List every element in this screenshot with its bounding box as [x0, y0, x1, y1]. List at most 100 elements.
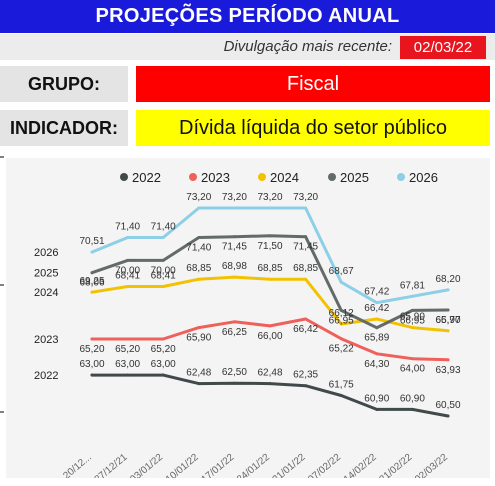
data-point-2023-8	[375, 352, 379, 356]
data-label-2026-2: 71,40	[151, 221, 176, 232]
chart-panel: 2022 2023 2024 2025 2026 63,00 63,00 63,00 62,48…	[6, 158, 490, 485]
data-point-2026-3	[197, 206, 201, 210]
line-chart: 2022 2023 2024 2025 2026 63,00 63,00 63,00 62,48…	[34, 170, 461, 485]
legend-marker-2026	[397, 173, 405, 181]
data-point-2026-10	[446, 288, 450, 292]
data-label-2024-4: 68,98	[222, 261, 247, 272]
data-point-2025-1	[126, 258, 130, 262]
data-point-2025-4	[232, 235, 236, 239]
data-point-2022-4	[232, 381, 236, 385]
series-year-label-2025: 2025	[34, 268, 58, 280]
data-label-2024-6: 68,85	[293, 263, 318, 274]
data-label-2022-4: 62,50	[222, 367, 247, 378]
data-point-2023-6	[304, 317, 308, 321]
legend-marker-2022	[120, 173, 128, 181]
series-line-2026	[90, 206, 450, 305]
x-tick-label-1: 27/12/21	[93, 452, 130, 478]
data-point-2024-8	[375, 317, 379, 321]
data-point-2022-1	[126, 373, 130, 377]
data-label-2025-9: 66,95	[400, 315, 425, 326]
data-label-2022-8: 60,90	[364, 393, 389, 404]
indicator-label: INDICADOR:	[0, 110, 128, 146]
data-point-2026-4	[232, 206, 236, 210]
data-point-2022-5	[268, 382, 272, 386]
data-label-2022-0: 63,00	[79, 359, 104, 370]
data-label-2026-7: 68,67	[329, 266, 354, 277]
data-label-2024-1: 68,41	[115, 270, 140, 281]
data-point-2023-3	[197, 326, 201, 330]
data-point-2025-2	[161, 258, 165, 262]
data-point-2022-0	[90, 373, 94, 377]
legend-label-2024: 2024	[270, 170, 299, 185]
group-value[interactable]: Fiscal	[136, 66, 490, 102]
data-label-2026-0: 70,51	[79, 236, 104, 247]
data-label-2024-3: 68,85	[186, 263, 211, 274]
data-point-2026-8	[375, 301, 379, 305]
x-tick-label-9: 21/02/22	[377, 452, 414, 478]
data-label-2024-10: 65,70	[435, 315, 460, 326]
data-label-2025-3: 71,40	[186, 242, 211, 253]
data-label-2023-8: 64,30	[364, 359, 389, 370]
data-label-2023-9: 64,00	[400, 364, 425, 375]
data-point-2023-1	[126, 337, 130, 341]
data-label-2023-5: 66,00	[257, 331, 282, 342]
data-point-2025-5	[268, 234, 272, 238]
data-point-2026-0	[90, 250, 94, 254]
legend-label-2026: 2026	[409, 170, 438, 185]
data-point-2024-7	[339, 322, 343, 326]
data-label-2025-7: 66,95	[329, 315, 354, 326]
data-label-2024-5: 68,85	[257, 263, 282, 274]
data-point-2025-7	[339, 308, 343, 312]
data-point-2026-1	[126, 235, 130, 239]
data-label-2025-0: 68,06	[79, 278, 104, 289]
data-point-2023-0	[90, 337, 94, 341]
data-label-2026-5: 73,20	[257, 192, 282, 203]
data-label-2022-3: 62,48	[186, 368, 211, 379]
data-point-2026-6	[304, 206, 308, 210]
data-point-2022-9	[410, 407, 414, 411]
data-point-2022-3	[197, 382, 201, 386]
data-label-2024-0: 69,25	[79, 276, 104, 287]
data-label-2026-1: 71,40	[115, 221, 140, 232]
x-tick-label-10: 02/03/22	[413, 452, 450, 478]
data-label-2023-1: 65,20	[115, 344, 140, 355]
x-tick-label-5: 24/01/22	[235, 452, 272, 478]
group-label: GRUPO:	[0, 66, 128, 102]
data-label-2026-4: 73,20	[222, 192, 247, 203]
x-tick-label-0: 20/12...	[61, 452, 94, 478]
data-point-2026-2	[161, 235, 165, 239]
data-point-2022-7	[339, 394, 343, 398]
data-label-2025-10: 66,97	[435, 315, 460, 326]
data-label-2025-1: 70,00	[115, 265, 140, 276]
x-tick-label-3: 10/01/22	[164, 452, 201, 478]
data-label-2025-2: 70,00	[151, 265, 176, 276]
data-label-2024-7: 66,12	[329, 308, 354, 319]
data-point-2025-8	[375, 326, 379, 330]
data-label-2026-10: 68,20	[435, 274, 460, 285]
data-point-2024-4	[232, 275, 236, 279]
data-label-2022-6: 62,35	[293, 370, 318, 381]
data-point-2024-10	[446, 329, 450, 333]
data-point-2025-6	[304, 235, 308, 239]
data-label-2023-2: 65,20	[151, 344, 176, 355]
data-label-2025-6: 71,45	[293, 242, 318, 253]
data-label-2026-6: 73,20	[293, 192, 318, 203]
data-label-2023-10: 63,93	[435, 365, 460, 376]
data-point-2023-7	[339, 337, 343, 341]
data-label-2022-2: 63,00	[151, 359, 176, 370]
indicator-value[interactable]: Dívida líquida do setor público	[136, 110, 490, 146]
data-point-2022-10	[446, 414, 450, 418]
data-label-2025-8: 65,89	[364, 333, 389, 344]
release-date-badge: 02/03/22	[400, 36, 486, 59]
data-point-2025-3	[197, 235, 201, 239]
data-label-2022-1: 63,00	[115, 359, 140, 370]
data-label-2024-2: 68,41	[151, 270, 176, 281]
series-line-2022	[90, 373, 450, 418]
legend-label-2023: 2023	[201, 170, 230, 185]
data-point-2023-4	[232, 320, 236, 324]
series-year-label-2022: 2022	[34, 370, 58, 382]
series-line-2024	[90, 275, 450, 333]
data-point-2026-5	[268, 206, 272, 210]
data-point-2024-9	[410, 326, 414, 330]
release-label: Divulgação mais recente:	[223, 38, 392, 55]
